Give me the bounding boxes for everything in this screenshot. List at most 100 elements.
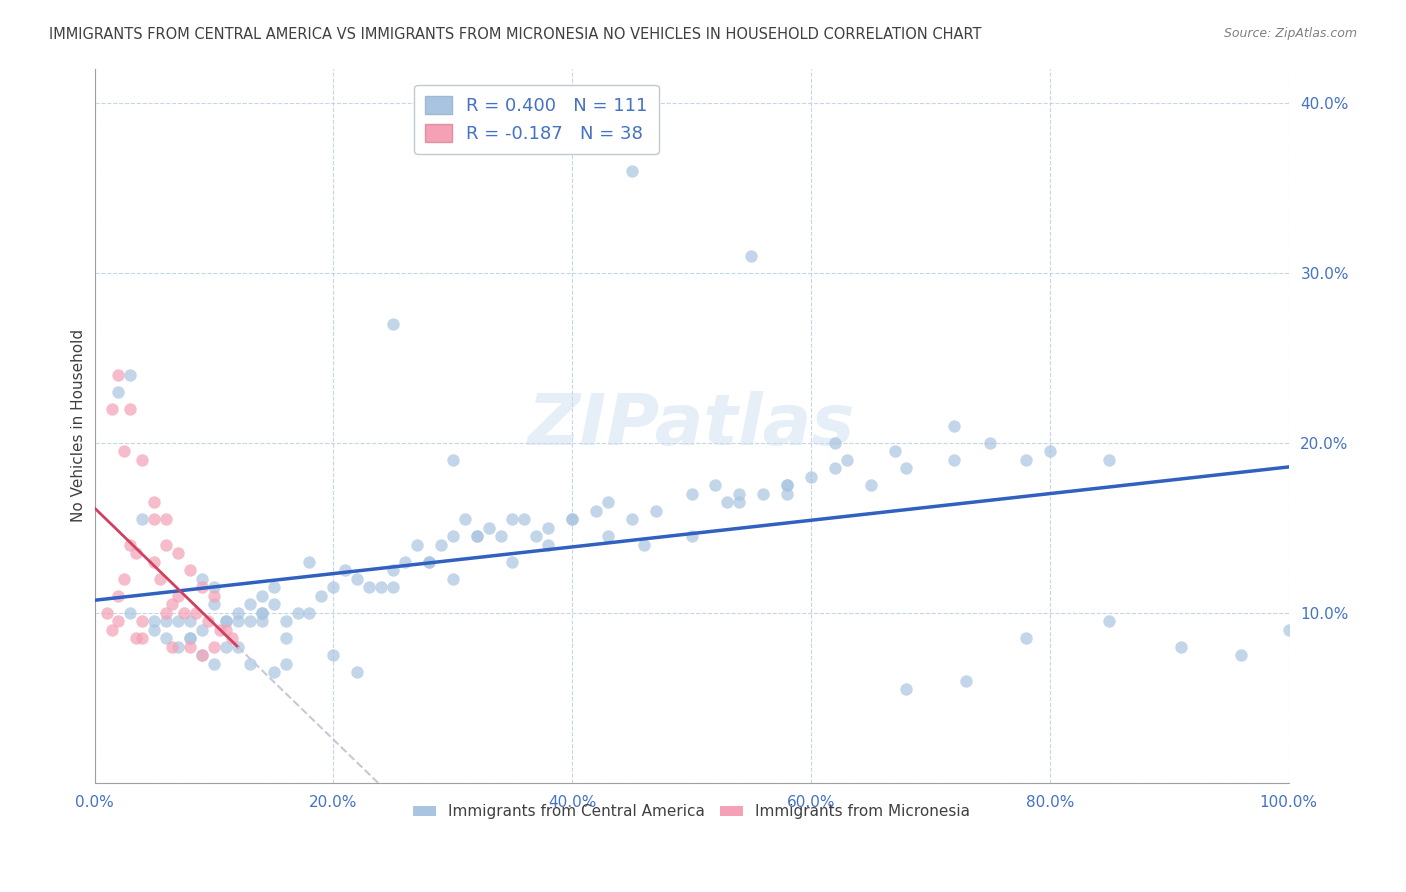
Point — [226, 640, 249, 654]
Point — [107, 368, 129, 382]
Point — [585, 504, 607, 518]
Point — [513, 512, 536, 526]
Point — [143, 512, 166, 526]
Point — [125, 546, 148, 560]
Point — [131, 512, 153, 526]
Point — [112, 444, 135, 458]
Point — [979, 435, 1001, 450]
Point — [335, 563, 357, 577]
Point — [418, 555, 440, 569]
Point — [155, 512, 177, 526]
Point — [824, 461, 846, 475]
Point — [501, 555, 523, 569]
Point — [202, 657, 225, 671]
Point — [524, 529, 547, 543]
Point — [835, 452, 858, 467]
Point — [143, 555, 166, 569]
Point — [322, 648, 344, 663]
Point — [197, 615, 219, 629]
Point — [263, 598, 285, 612]
Point — [131, 632, 153, 646]
Point — [633, 538, 655, 552]
Point — [501, 512, 523, 526]
Point — [167, 615, 190, 629]
Point — [382, 563, 405, 577]
Point — [1098, 452, 1121, 467]
Point — [250, 589, 273, 603]
Point — [1098, 615, 1121, 629]
Point — [537, 521, 560, 535]
Point — [239, 598, 262, 612]
Point — [179, 563, 201, 577]
Point — [120, 606, 142, 620]
Point — [752, 487, 775, 501]
Point — [179, 640, 201, 654]
Point — [167, 589, 190, 603]
Point — [418, 555, 440, 569]
Point — [382, 581, 405, 595]
Point — [101, 401, 124, 416]
Point — [441, 572, 464, 586]
Point — [430, 538, 453, 552]
Point — [728, 495, 751, 509]
Point — [561, 512, 583, 526]
Point — [896, 682, 918, 697]
Point — [1015, 452, 1038, 467]
Point — [1039, 444, 1062, 458]
Point — [620, 163, 643, 178]
Point — [239, 657, 262, 671]
Point — [226, 606, 249, 620]
Point — [896, 461, 918, 475]
Point — [1015, 632, 1038, 646]
Point — [346, 572, 368, 586]
Point — [477, 521, 499, 535]
Point — [143, 623, 166, 637]
Point — [382, 317, 405, 331]
Point — [1170, 640, 1192, 654]
Point — [561, 512, 583, 526]
Point — [537, 538, 560, 552]
Point — [215, 615, 238, 629]
Point — [620, 512, 643, 526]
Point — [943, 418, 966, 433]
Y-axis label: No Vehicles in Household: No Vehicles in Household — [72, 329, 86, 523]
Point — [644, 504, 666, 518]
Point — [125, 632, 148, 646]
Point — [215, 615, 238, 629]
Point — [596, 529, 619, 543]
Point — [107, 615, 129, 629]
Point — [191, 581, 214, 595]
Point — [740, 249, 762, 263]
Point — [184, 606, 207, 620]
Point — [101, 623, 124, 637]
Point — [120, 401, 142, 416]
Point — [191, 648, 214, 663]
Point — [370, 581, 392, 595]
Point — [274, 632, 297, 646]
Point — [394, 555, 416, 569]
Point — [155, 606, 177, 620]
Point — [681, 529, 703, 543]
Point — [800, 470, 823, 484]
Point — [596, 495, 619, 509]
Point — [120, 368, 142, 382]
Point — [112, 572, 135, 586]
Point — [454, 512, 477, 526]
Text: Source: ZipAtlas.com: Source: ZipAtlas.com — [1223, 27, 1357, 40]
Point — [155, 632, 177, 646]
Point — [274, 615, 297, 629]
Point — [287, 606, 309, 620]
Point — [143, 495, 166, 509]
Point — [173, 606, 195, 620]
Point — [120, 538, 142, 552]
Text: ZIPatlas: ZIPatlas — [527, 392, 855, 460]
Point — [274, 657, 297, 671]
Point — [179, 632, 201, 646]
Point — [131, 452, 153, 467]
Point — [298, 606, 321, 620]
Point — [824, 435, 846, 450]
Point — [131, 615, 153, 629]
Point — [155, 538, 177, 552]
Point — [191, 572, 214, 586]
Point — [776, 478, 799, 492]
